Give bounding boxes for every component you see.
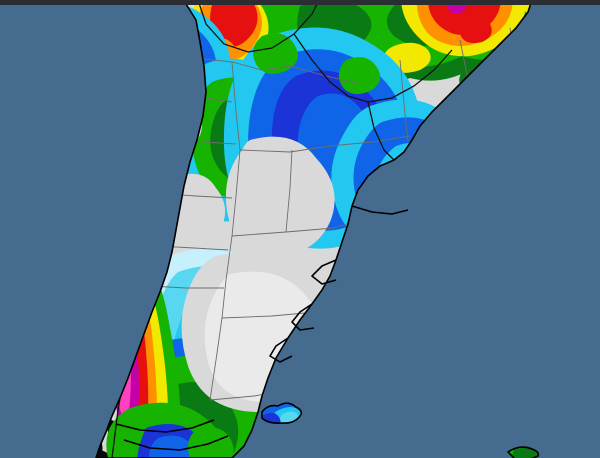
coastlines [95,0,535,458]
falkland-islands-precip [262,403,302,424]
south-georgia-precip [508,447,539,458]
top-frame-band [0,0,600,5]
falkland-islands-coastline [261,402,303,424]
south-georgia-coastline [507,446,540,458]
